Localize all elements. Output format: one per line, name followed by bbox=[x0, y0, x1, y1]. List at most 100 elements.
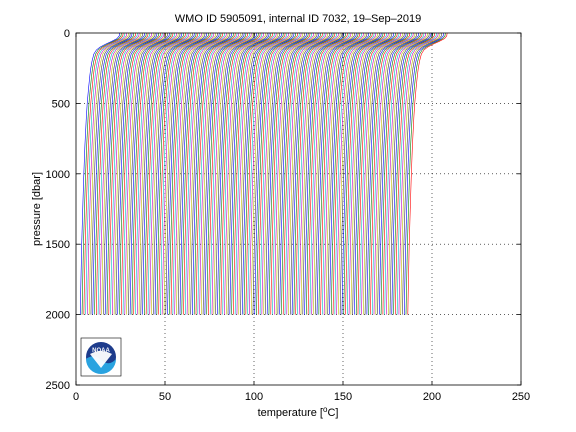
profile-line bbox=[209, 32, 250, 315]
profile-line bbox=[152, 32, 193, 315]
profile-line bbox=[177, 32, 218, 315]
profile-line bbox=[386, 32, 427, 315]
profile-line bbox=[290, 32, 330, 315]
profile-line bbox=[90, 32, 131, 315]
profile-line bbox=[368, 32, 409, 315]
profile-line bbox=[407, 32, 448, 315]
profile-line bbox=[387, 32, 428, 315]
profile-line bbox=[224, 32, 265, 315]
profile-line bbox=[122, 32, 163, 315]
profile-line bbox=[352, 32, 393, 315]
profile-line bbox=[389, 32, 430, 315]
profile-line bbox=[313, 32, 354, 315]
profile-line bbox=[396, 32, 437, 315]
profile-line bbox=[112, 32, 152, 315]
profile-line bbox=[172, 32, 213, 315]
profile-line bbox=[398, 32, 439, 315]
profile-line bbox=[126, 32, 167, 315]
profile-line bbox=[382, 32, 423, 315]
profile-line bbox=[327, 32, 368, 315]
profile-line bbox=[95, 32, 136, 315]
profile-line bbox=[249, 32, 290, 315]
profile-line bbox=[106, 32, 147, 315]
profile-line bbox=[291, 32, 332, 315]
profile-line bbox=[183, 32, 224, 315]
profile-line bbox=[147, 32, 188, 315]
profile-line bbox=[373, 32, 414, 315]
profile-line bbox=[362, 32, 403, 315]
y-tick-label: 0 bbox=[64, 28, 70, 40]
profile-line bbox=[156, 32, 197, 315]
profile-line bbox=[288, 32, 329, 315]
profile-line bbox=[103, 32, 144, 315]
profile-line bbox=[322, 32, 362, 315]
profile-line bbox=[85, 32, 126, 315]
profile-line bbox=[197, 32, 238, 315]
profile-line bbox=[245, 32, 286, 315]
profile-line bbox=[307, 32, 348, 315]
y-tick-label: 500 bbox=[52, 98, 70, 110]
profile-line bbox=[201, 32, 241, 315]
profile-line bbox=[142, 32, 183, 315]
profile-line bbox=[384, 32, 425, 315]
profile-line bbox=[222, 32, 263, 315]
profile-line bbox=[133, 32, 174, 315]
profile-line bbox=[231, 32, 272, 315]
profile-line bbox=[208, 32, 249, 315]
profile-line bbox=[238, 32, 279, 315]
x-axis-label-superscript: o bbox=[323, 405, 328, 414]
profile-line bbox=[149, 32, 190, 315]
noaa-logo: NOAA bbox=[80, 337, 122, 377]
y-tick-labels: 0 500 1000 1500 2000 2500 bbox=[46, 28, 70, 392]
profile-line bbox=[211, 32, 252, 315]
profile-line bbox=[186, 32, 227, 315]
profile-line bbox=[145, 32, 186, 315]
profile-line bbox=[332, 32, 373, 315]
profile-line bbox=[138, 32, 179, 315]
profile-line bbox=[176, 32, 217, 315]
profile-line bbox=[320, 32, 361, 315]
profile-line bbox=[179, 32, 220, 315]
plot-area bbox=[75, 32, 522, 386]
profile-line bbox=[266, 32, 307, 315]
profile-line bbox=[380, 32, 421, 315]
profile-line bbox=[243, 32, 284, 315]
profile-line bbox=[345, 32, 386, 315]
profile-line bbox=[318, 32, 359, 315]
profile-line bbox=[101, 32, 142, 315]
profile-line bbox=[354, 32, 395, 315]
y-tick-label: 2500 bbox=[46, 380, 70, 392]
profile-line bbox=[270, 32, 311, 315]
profile-line bbox=[165, 32, 206, 315]
profile-line bbox=[298, 32, 339, 315]
profile-line bbox=[300, 32, 341, 315]
profile-line bbox=[113, 32, 154, 315]
profile-line bbox=[284, 32, 325, 315]
profile-line bbox=[104, 32, 145, 315]
profile-line bbox=[391, 32, 432, 315]
profile-line bbox=[218, 32, 259, 315]
profile-line bbox=[375, 32, 416, 315]
profile-line bbox=[371, 32, 412, 315]
profile-line bbox=[261, 32, 302, 315]
profile-line bbox=[184, 32, 225, 315]
profile-line bbox=[163, 32, 204, 315]
profile-line bbox=[279, 32, 320, 315]
profile-line bbox=[92, 32, 133, 315]
profile-line bbox=[252, 32, 293, 315]
profile-line bbox=[120, 32, 161, 315]
profile-line bbox=[265, 32, 306, 315]
x-axis-label-tail: C] bbox=[327, 407, 338, 419]
chart-title: WMO ID 5905091, internal ID 7032, 19–Sep… bbox=[175, 13, 421, 25]
profile-line bbox=[275, 32, 316, 315]
profile-line bbox=[297, 32, 338, 315]
profile-line bbox=[233, 32, 273, 315]
profile-line bbox=[87, 32, 128, 315]
profile-line bbox=[206, 32, 247, 315]
profile-line bbox=[99, 32, 140, 315]
profile-line bbox=[83, 32, 124, 315]
profile-line bbox=[124, 32, 165, 315]
profile-line bbox=[325, 32, 366, 315]
profile-line bbox=[181, 32, 222, 315]
profile-line bbox=[334, 32, 375, 315]
